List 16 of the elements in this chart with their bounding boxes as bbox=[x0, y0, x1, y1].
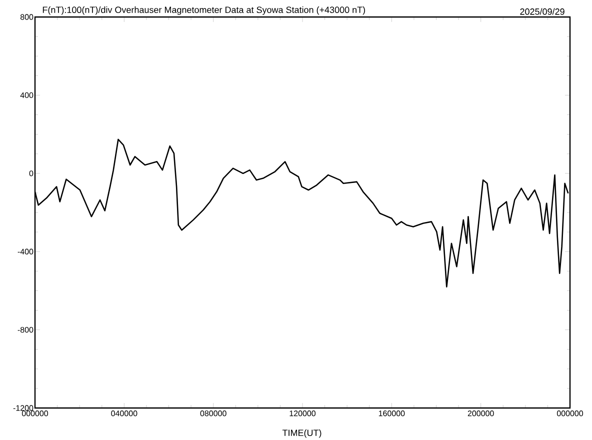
y-tick-label: 0 bbox=[29, 170, 34, 176]
y-tick-label: 400 bbox=[20, 92, 34, 98]
y-tick-label: -800 bbox=[18, 326, 34, 333]
x-tick-label: 200000 bbox=[468, 410, 494, 416]
x-tick-label: 000000 bbox=[556, 410, 584, 416]
x-axis-title: TIME(UT) bbox=[282, 429, 322, 438]
x-tick-label: 080000 bbox=[200, 410, 226, 416]
x-tick-label: 160000 bbox=[378, 410, 405, 416]
x-tick-label: 120000 bbox=[290, 410, 316, 416]
y-tick-label: 800 bbox=[20, 14, 34, 20]
x-tick-label: 040000 bbox=[111, 410, 138, 416]
chart-title: F(nT):100(nT)/div Overhauser Magnetometer Data at Syowa Station (+43000 nT) bbox=[42, 6, 366, 15]
y-tick-label: -400 bbox=[18, 248, 34, 254]
y-tick-label: -1200 bbox=[13, 405, 34, 411]
x-tick-label: 000000 bbox=[22, 410, 48, 416]
text: 2025/09/29 bbox=[520, 8, 564, 15]
